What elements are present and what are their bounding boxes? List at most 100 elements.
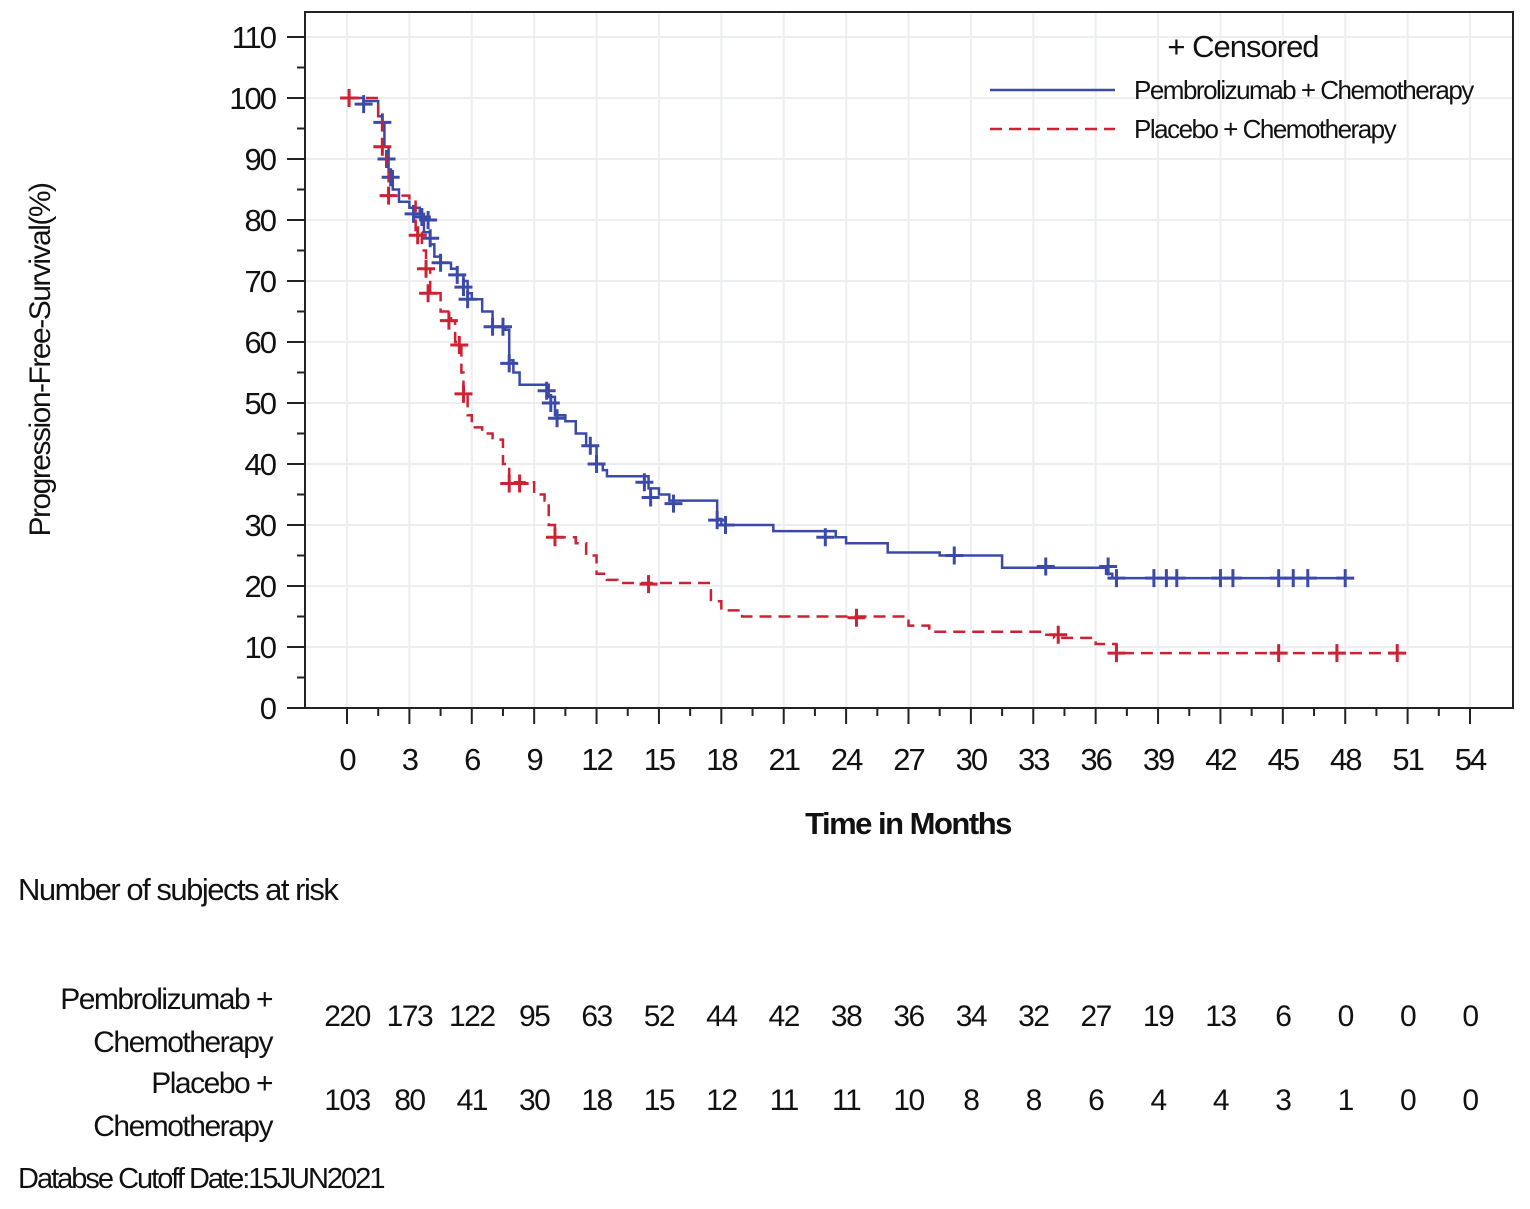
censor-mark [373, 137, 392, 156]
censor-mark [537, 381, 556, 400]
censor-mark [1223, 569, 1242, 588]
y-tick-label: 70 [245, 264, 277, 299]
risk-count: 0 [1337, 1000, 1355, 1033]
censor-mark [1049, 625, 1068, 644]
censor-mark [404, 204, 423, 223]
series-pembrolizumab [347, 95, 1355, 588]
risk-count: 6 [1275, 1000, 1292, 1033]
censor-mark [439, 311, 458, 330]
risk-label-line: Chemotherapy [93, 1026, 273, 1059]
risk-count: 11 [832, 1084, 862, 1117]
x-tick-label: 42 [1205, 742, 1236, 777]
y-tick-label: 40 [245, 447, 277, 482]
censor-mark [500, 354, 519, 373]
x-tick-label: 39 [1143, 742, 1174, 777]
risk-count: 4 [1150, 1084, 1167, 1117]
risk-count: 34 [955, 1000, 988, 1033]
censor-mark [419, 284, 438, 303]
x-tick-label: 21 [768, 742, 799, 777]
legend: + Censored Pembrolizumab + Chemotherapy Pl… [990, 29, 1476, 144]
legend-censored-label: + Censored [1167, 29, 1318, 64]
censor-mark [639, 575, 658, 594]
censor-mark [1036, 557, 1055, 576]
y-tick-label: 30 [245, 508, 277, 543]
x-tick-label: 33 [1018, 742, 1049, 777]
y-tick-label: 90 [245, 142, 277, 177]
censor-mark [1167, 569, 1186, 588]
legend-label: Placebo + Chemotherapy [1134, 114, 1397, 144]
censor-mark [454, 278, 473, 297]
x-tick-label: 36 [1080, 742, 1111, 777]
censor-mark [581, 436, 600, 455]
x-tick-label: 18 [706, 742, 737, 777]
risk-count: 8 [963, 1084, 980, 1117]
censor-mark [641, 488, 660, 507]
y-tick-label: 80 [245, 203, 277, 238]
risk-count: 80 [394, 1084, 426, 1117]
risk-row-label-placebo: Placebo + Chemotherapy [93, 1062, 273, 1148]
censor-mark [587, 455, 606, 473]
y-tick-label: 0 [260, 691, 277, 726]
censor-mark [379, 186, 398, 205]
risk-count: 42 [768, 1000, 801, 1033]
y-tick-label: 110 [232, 20, 277, 55]
y-tick-label: 60 [245, 325, 277, 360]
risk-count: 95 [518, 1000, 551, 1033]
censor-mark [431, 253, 450, 272]
censor-mark [458, 290, 477, 309]
x-tick-label: 27 [893, 742, 924, 777]
risk-count: 12 [706, 1084, 738, 1117]
risk-count: 0 [1400, 1000, 1417, 1033]
x-axis-label: Time in Months [805, 806, 1011, 841]
risk-count: 103 [324, 1084, 371, 1117]
risk-count: 27 [1080, 1000, 1112, 1033]
censor-mark [1298, 569, 1317, 588]
censor-mark [1336, 569, 1355, 588]
censor-mark [454, 384, 473, 403]
censor-mark [354, 95, 373, 114]
risk-count: 0 [1400, 1084, 1417, 1117]
risk-table-title: Number of subjects at risk [18, 872, 339, 907]
x-tick-label: 45 [1268, 742, 1299, 777]
x-tick-label: 0 [339, 742, 356, 777]
risk-count: 41 [456, 1084, 489, 1117]
risk-count: 63 [581, 1000, 613, 1033]
risk-label-line: Placebo + [151, 1067, 273, 1100]
risk-count: 11 [769, 1084, 800, 1117]
x-tick-label: 51 [1392, 742, 1423, 777]
survival-curve [347, 96, 1398, 655]
risk-label-line: Chemotherapy [93, 1110, 273, 1143]
risk-count: 44 [706, 1000, 738, 1033]
censor-mark [340, 89, 359, 107]
censor-mark [664, 494, 683, 513]
legend-label: Pembrolizumab + Chemotherapy [1134, 75, 1474, 105]
censor-mark [1388, 644, 1407, 663]
x-tick-label: 12 [581, 742, 612, 777]
risk-count: 52 [643, 1000, 676, 1033]
risk-count: 19 [1142, 1000, 1175, 1033]
risk-count: 1 [1337, 1084, 1355, 1117]
cutoff-footer: Databse Cutoff Date:15JUN2021 [18, 1163, 385, 1195]
censor-mark [545, 528, 564, 547]
risk-count: 173 [386, 1000, 434, 1033]
risk-count: 122 [448, 1000, 496, 1033]
risk-label-line: Pembrolizumab + [60, 983, 273, 1016]
censor-mark [1327, 644, 1346, 663]
risk-count: 8 [1025, 1084, 1043, 1117]
risk-count: 4 [1212, 1084, 1230, 1117]
x-tick-label: 3 [402, 742, 418, 777]
censor-mark [1269, 644, 1288, 663]
censor-mark [450, 336, 469, 355]
risk-count: 220 [324, 1000, 371, 1033]
censor-mark [1107, 644, 1126, 663]
risk-count: 38 [830, 1000, 863, 1033]
series-placebo [340, 89, 1407, 663]
censor-mark [548, 409, 567, 428]
censor-mark [381, 168, 400, 187]
x-tick-label: 30 [956, 742, 988, 777]
risk-count: 13 [1205, 1000, 1237, 1033]
risk-count: 32 [1018, 1000, 1050, 1033]
censor-mark [417, 259, 436, 278]
